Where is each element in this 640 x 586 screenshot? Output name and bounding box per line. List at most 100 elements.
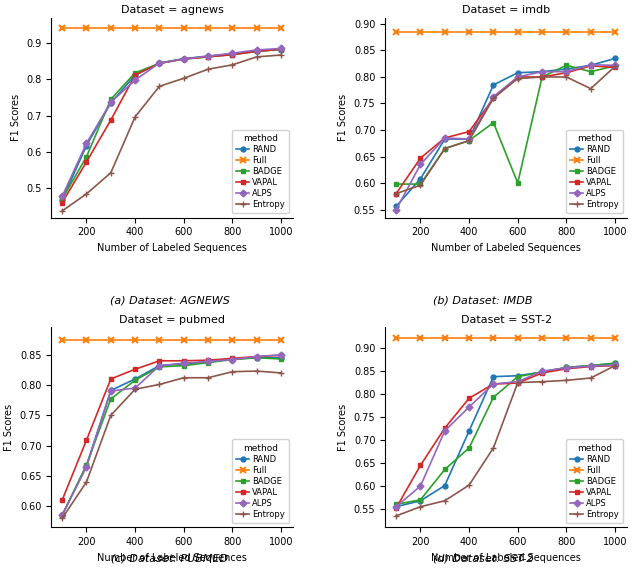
Entropy bbox=[441, 145, 449, 152]
ALPS bbox=[228, 50, 236, 57]
BADGE bbox=[107, 396, 115, 403]
BADGE bbox=[204, 53, 212, 60]
Entropy bbox=[490, 444, 497, 451]
VAPAL bbox=[441, 134, 449, 141]
Entropy bbox=[204, 374, 212, 381]
ALPS bbox=[156, 362, 163, 369]
BADGE bbox=[538, 369, 546, 376]
Full bbox=[107, 336, 115, 343]
Full bbox=[107, 25, 115, 32]
BADGE bbox=[514, 179, 522, 186]
Full bbox=[538, 28, 546, 35]
BADGE bbox=[563, 62, 570, 69]
Entropy bbox=[538, 73, 546, 80]
BADGE bbox=[131, 377, 139, 384]
ALPS bbox=[392, 503, 400, 510]
Legend: RAND, Full, BADGE, VAPAL, ALPS, Entropy: RAND, Full, BADGE, VAPAL, ALPS, Entropy bbox=[566, 440, 623, 523]
Entropy bbox=[392, 512, 400, 519]
Full bbox=[204, 25, 212, 32]
RAND bbox=[563, 364, 570, 371]
Entropy bbox=[417, 503, 424, 510]
Title: Dataset = agnews: Dataset = agnews bbox=[121, 5, 223, 15]
VAPAL bbox=[611, 64, 619, 71]
BADGE bbox=[253, 355, 260, 362]
Full bbox=[587, 28, 595, 35]
BADGE bbox=[563, 364, 570, 371]
BADGE bbox=[587, 68, 595, 75]
BADGE bbox=[611, 360, 619, 367]
BADGE bbox=[277, 356, 285, 363]
VAPAL bbox=[490, 380, 497, 387]
ALPS bbox=[490, 93, 497, 100]
BADGE bbox=[180, 362, 188, 369]
BADGE bbox=[538, 73, 546, 80]
ALPS bbox=[587, 62, 595, 69]
Line: RAND: RAND bbox=[394, 56, 618, 209]
Text: (c) Dataset: PUBMED: (c) Dataset: PUBMED bbox=[111, 554, 228, 564]
Entropy bbox=[587, 374, 595, 381]
RAND bbox=[107, 387, 115, 394]
Entropy bbox=[514, 75, 522, 82]
RAND bbox=[465, 135, 473, 142]
Full bbox=[441, 335, 449, 342]
Full bbox=[392, 335, 400, 342]
Entropy bbox=[131, 386, 139, 393]
RAND bbox=[587, 362, 595, 369]
ALPS bbox=[204, 53, 212, 60]
VAPAL bbox=[107, 117, 115, 124]
Line: ALPS: ALPS bbox=[394, 62, 618, 212]
Line: Full: Full bbox=[59, 25, 285, 32]
Full bbox=[180, 336, 188, 343]
RAND bbox=[58, 196, 66, 203]
Line: VAPAL: VAPAL bbox=[394, 63, 618, 196]
BADGE bbox=[83, 462, 90, 469]
RAND bbox=[490, 81, 497, 88]
VAPAL bbox=[563, 365, 570, 372]
Line: ALPS: ALPS bbox=[60, 352, 284, 517]
VAPAL bbox=[253, 48, 260, 55]
BADGE bbox=[417, 496, 424, 503]
Entropy bbox=[587, 85, 595, 92]
BADGE bbox=[392, 180, 400, 188]
RAND bbox=[563, 66, 570, 73]
BADGE bbox=[465, 137, 473, 144]
BADGE bbox=[490, 119, 497, 126]
BADGE bbox=[131, 69, 139, 76]
Entropy bbox=[465, 137, 473, 144]
VAPAL bbox=[611, 362, 619, 369]
Full bbox=[611, 28, 619, 35]
Text: (a) Dataset: AGNEWS: (a) Dataset: AGNEWS bbox=[109, 296, 230, 306]
VAPAL bbox=[58, 199, 66, 206]
Line: BADGE: BADGE bbox=[394, 63, 618, 186]
Full bbox=[465, 335, 473, 342]
Entropy bbox=[228, 62, 236, 69]
VAPAL bbox=[465, 128, 473, 135]
BADGE bbox=[156, 363, 163, 370]
ALPS bbox=[83, 464, 90, 471]
Line: BADGE: BADGE bbox=[394, 361, 618, 507]
Full bbox=[83, 336, 90, 343]
VAPAL bbox=[83, 158, 90, 165]
ALPS bbox=[441, 134, 449, 141]
VAPAL bbox=[107, 376, 115, 383]
Line: Full: Full bbox=[59, 336, 285, 343]
Full bbox=[277, 25, 285, 32]
Entropy bbox=[180, 75, 188, 82]
VAPAL bbox=[228, 51, 236, 58]
RAND bbox=[465, 427, 473, 434]
ALPS bbox=[253, 353, 260, 360]
Y-axis label: F1 Scores: F1 Scores bbox=[339, 404, 348, 451]
VAPAL bbox=[563, 69, 570, 76]
BADGE bbox=[465, 444, 473, 451]
VAPAL bbox=[392, 190, 400, 197]
Full bbox=[83, 25, 90, 32]
Line: BADGE: BADGE bbox=[60, 47, 284, 202]
RAND bbox=[253, 355, 260, 362]
ALPS bbox=[58, 193, 66, 200]
VAPAL bbox=[83, 437, 90, 444]
Entropy bbox=[490, 95, 497, 102]
BADGE bbox=[514, 373, 522, 380]
RAND bbox=[58, 512, 66, 519]
Entropy bbox=[392, 190, 400, 197]
ALPS bbox=[611, 362, 619, 369]
